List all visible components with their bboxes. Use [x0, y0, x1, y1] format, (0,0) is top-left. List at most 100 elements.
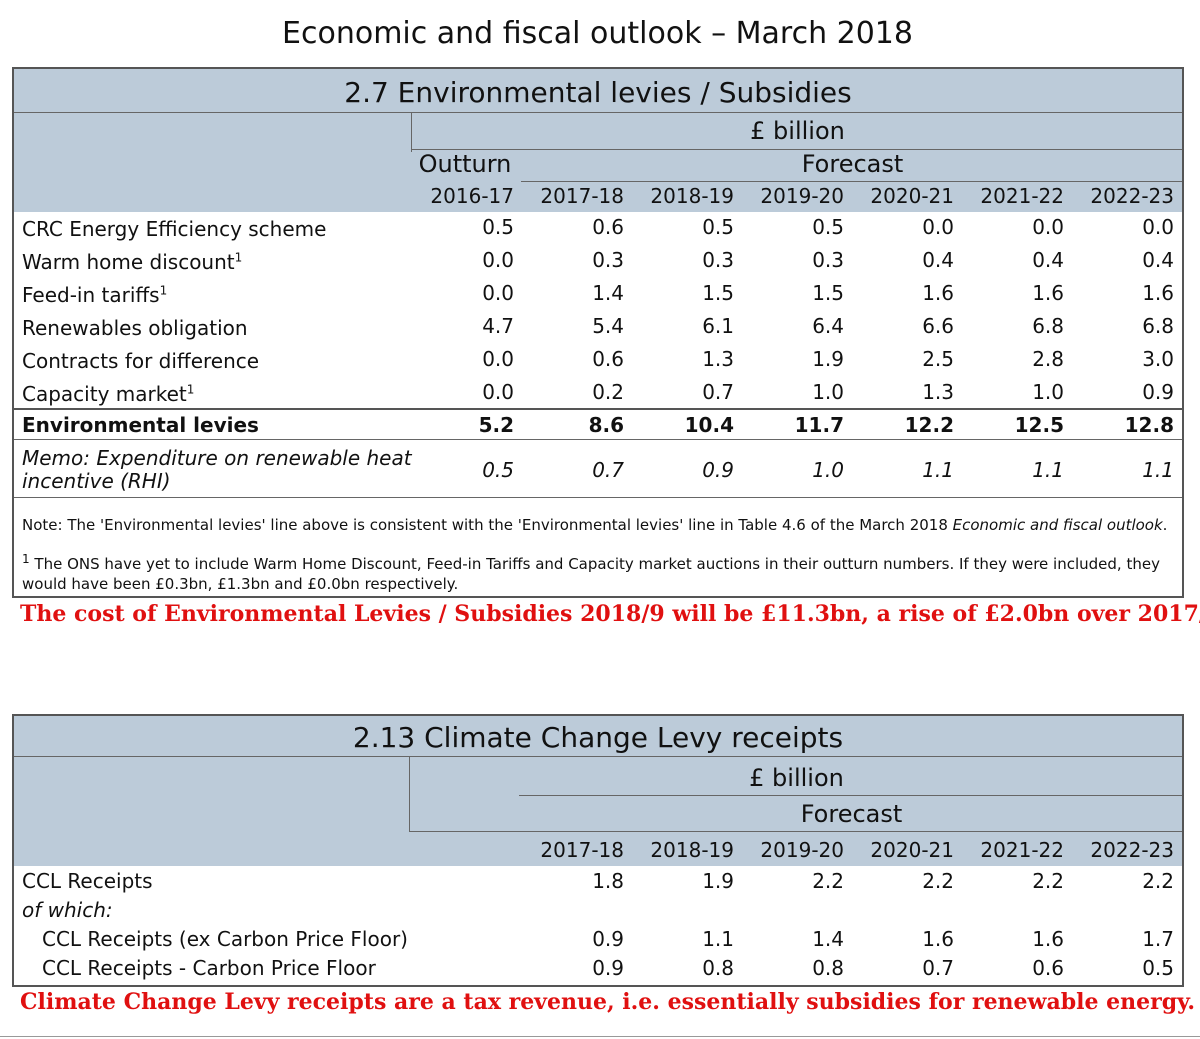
table-cell: 6.1: [702, 314, 734, 338]
table-header: 2.13 Climate Change Levy receipts £ bill…: [14, 716, 1182, 866]
table-cell: 0.6: [592, 347, 624, 371]
table-cell: 2.2: [922, 869, 954, 893]
column-header-year: 2020-21: [870, 838, 954, 862]
table-cell: 0.9: [592, 927, 624, 951]
forecast-label: Forecast: [801, 150, 904, 178]
table-cell: 0.5: [482, 215, 514, 239]
table-cell: 0.0: [1032, 215, 1064, 239]
row-label: Feed-in tariffs1: [22, 283, 167, 307]
table-cell: 1.9: [812, 347, 844, 371]
table-cell: 1.3: [922, 380, 954, 404]
memo-cell: 0.7: [592, 458, 624, 482]
table-cell: 2.2: [1142, 869, 1174, 893]
table-cell: 0.4: [1032, 248, 1064, 272]
table-cell: 1.9: [702, 869, 734, 893]
footnote-marker: 1: [186, 382, 195, 397]
table-cell: 1.0: [1032, 380, 1064, 404]
table-cell: 1.8: [592, 869, 624, 893]
column-header-year: 2022-23: [1090, 184, 1174, 208]
row-label-text: Warm home discount: [22, 250, 235, 274]
header-rule: [411, 149, 1182, 150]
table-cell: 1.6: [1032, 281, 1064, 305]
table-cell: 2.2: [812, 869, 844, 893]
forecast-label: Forecast: [800, 800, 903, 828]
row-label-text: Capacity market: [22, 382, 187, 406]
column-header-year: 2022-23: [1090, 838, 1174, 862]
table-footnote: 1 The ONS have yet to include Warm Home …: [22, 552, 1160, 593]
note-rule: [14, 497, 1182, 498]
row-label: Capacity market1: [22, 382, 194, 406]
table-cell: 0.5: [1142, 956, 1174, 980]
table-cell: 0.8: [702, 956, 734, 980]
annotation-ccl: Climate Change Levy receipts are a tax r…: [20, 989, 1196, 1015]
table-cell: 1.6: [922, 927, 954, 951]
memo-label: incentive (RHI): [22, 469, 171, 493]
table-cell: 1.4: [812, 927, 844, 951]
column-header-year: 2016-17: [430, 184, 514, 208]
memo-cell: 1.0: [812, 458, 844, 482]
table-cell: 0.9: [1142, 380, 1174, 404]
row-label: Contracts for difference: [22, 349, 259, 373]
environmental-levies-table: 2.7 Environmental levies / Subsidies £ b…: [12, 67, 1184, 598]
table-cell: 0.7: [702, 380, 734, 404]
column-header-year: 2019-20: [760, 838, 844, 862]
table-cell: 6.4: [812, 314, 844, 338]
table-cell: 0.9: [592, 956, 624, 980]
table-cell: 6.8: [1032, 314, 1064, 338]
table-cell: 0.2: [592, 380, 624, 404]
total-cell: 11.7: [794, 413, 844, 437]
bottom-rule: [0, 1036, 1200, 1037]
table-cell: 2.5: [922, 347, 954, 371]
table-cell: 5.4: [592, 314, 624, 338]
row-label: CCL Receipts (ex Carbon Price Floor): [42, 927, 408, 951]
table-cell: 0.0: [1142, 215, 1174, 239]
table-cell: 1.4: [592, 281, 624, 305]
row-label-text: CRC Energy Efficiency scheme: [22, 217, 327, 241]
row-label: Warm home discount1: [22, 250, 242, 274]
total-cell: 8.6: [588, 413, 624, 437]
column-header-year: 2018-19: [650, 838, 734, 862]
table-cell: 2.8: [1032, 347, 1064, 371]
table-cell: 2.2: [1032, 869, 1064, 893]
table-title: 2.13 Climate Change Levy receipts: [14, 716, 1182, 757]
page-title: Economic and fiscal outlook – March 2018: [282, 16, 913, 51]
column-header-year: 2021-22: [980, 838, 1064, 862]
table-cell: 0.0: [482, 281, 514, 305]
column-header-year: 2018-19: [650, 184, 734, 208]
table-cell: 0.4: [1142, 248, 1174, 272]
table-cell: 1.0: [812, 380, 844, 404]
column-header-year: 2021-22: [980, 184, 1064, 208]
table-cell: 0.3: [812, 248, 844, 272]
total-cell: 12.2: [904, 413, 954, 437]
total-rule: [14, 408, 1182, 410]
table-cell: 0.5: [812, 215, 844, 239]
memo-cell: 1.1: [1032, 458, 1064, 482]
footnote-marker: 1: [234, 250, 243, 265]
memo-rule: [14, 439, 1182, 440]
table-cell: 0.7: [922, 956, 954, 980]
table-cell: 0.6: [1032, 956, 1064, 980]
table-cell: 1.3: [702, 347, 734, 371]
table-cell: 0.3: [592, 248, 624, 272]
row-label: CCL Receipts - Carbon Price Floor: [42, 956, 376, 980]
climate-change-levy-table: 2.13 Climate Change Levy receipts £ bill…: [12, 714, 1184, 987]
table-cell: 6.8: [1142, 314, 1174, 338]
total-cell: 12.8: [1124, 413, 1174, 437]
forecast-rule: [521, 181, 1182, 182]
row-label-text: Contracts for difference: [22, 349, 260, 373]
total-cell: 10.4: [684, 413, 734, 437]
row-label: of which:: [22, 898, 113, 922]
outturn-label: Outturn: [418, 150, 512, 178]
header-divider: [411, 112, 412, 152]
table-cell: 3.0: [1142, 347, 1174, 371]
table-cell: 0.0: [922, 215, 954, 239]
memo-cell: 1.1: [1142, 458, 1174, 482]
memo-cell: 1.1: [922, 458, 954, 482]
total-cell: 5.2: [478, 413, 514, 437]
table-cell: 0.0: [482, 380, 514, 404]
total-cell: 12.5: [1014, 413, 1064, 437]
table-cell: 1.6: [1142, 281, 1174, 305]
table-note: Note: The 'Environmental levies' line ab…: [22, 516, 1168, 534]
column-header-year: 2017-18: [540, 838, 624, 862]
footnote-marker: 1: [159, 283, 168, 298]
